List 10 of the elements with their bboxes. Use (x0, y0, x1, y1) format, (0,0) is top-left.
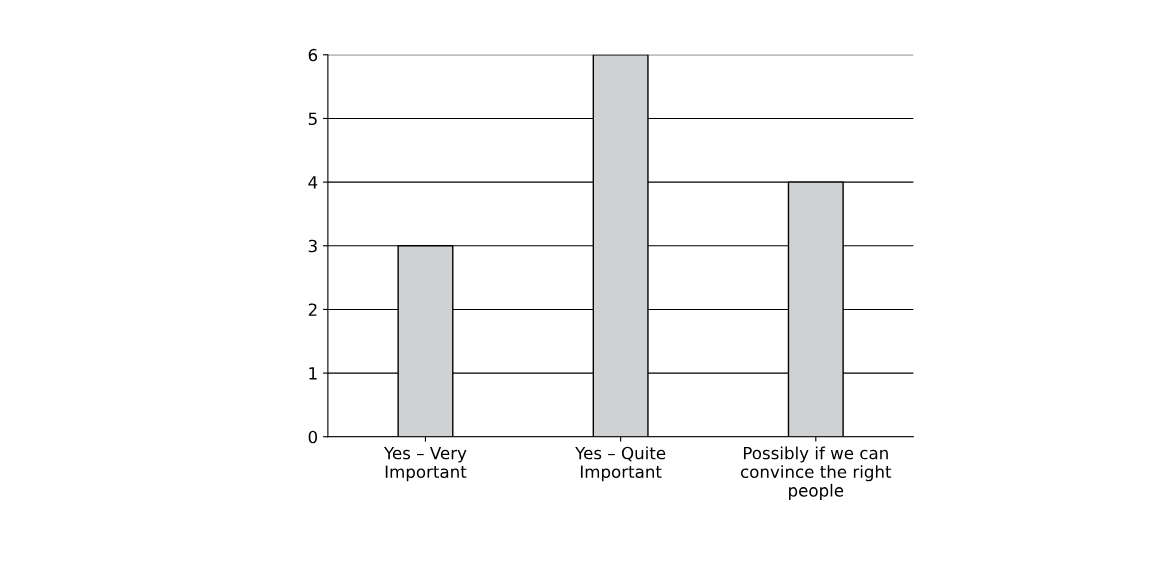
y-tick-label: 0 (308, 430, 318, 444)
y-tick-label: 5 (308, 112, 317, 126)
y-tick-label: 3 (308, 239, 317, 253)
y-tick-label: 2 (308, 303, 317, 316)
x-tick-label: Possibly if we can convince the right people (740, 446, 892, 500)
x-tick-label: Yes – Very Important (383, 446, 467, 482)
y-tick-label: 6 (308, 48, 318, 62)
x-tick-label: Yes – Quite Important (575, 446, 666, 482)
y-tick-label: 1 (309, 367, 317, 380)
y-tick-label: 4 (308, 176, 318, 189)
